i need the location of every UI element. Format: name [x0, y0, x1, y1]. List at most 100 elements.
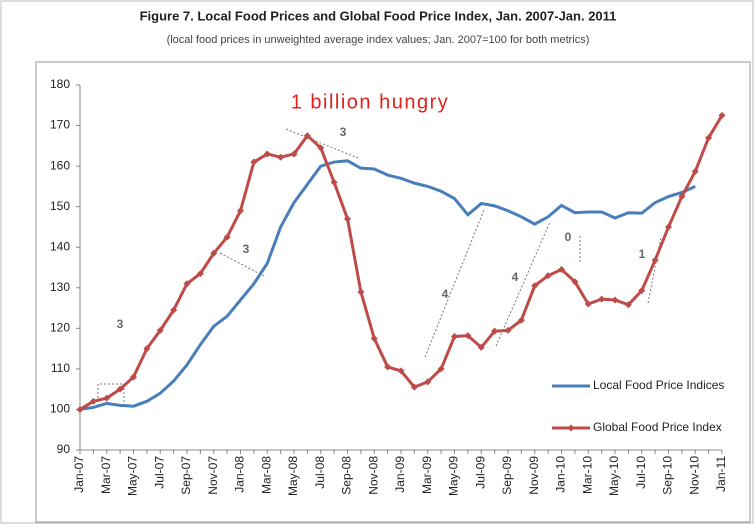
chart-subtitle: (local food prices in unweighted average… [167, 34, 590, 46]
y-tick-label: 170 [50, 118, 70, 132]
point [504, 326, 512, 334]
point [718, 111, 726, 119]
plot-frame [35, 61, 751, 523]
series-line [79, 159, 696, 411]
point [237, 207, 244, 215]
point [410, 383, 418, 391]
x-tick-label: Sep-08 [340, 456, 354, 495]
x-tick-label: Jul-08 [313, 456, 327, 489]
x-tick-label: May-10 [607, 456, 621, 496]
point [183, 280, 191, 288]
x-tick-label: Mar-10 [580, 456, 594, 494]
x-tick-label: Mar-08 [259, 456, 273, 494]
point [437, 365, 445, 373]
x-tick-label: Jan-10 [554, 456, 568, 493]
point [451, 332, 458, 340]
legend-label: Local Food Price Indices [593, 378, 724, 392]
annotation: 3 [340, 125, 347, 139]
annotation: 1 billion hungry [291, 91, 450, 113]
point [344, 215, 351, 223]
point [531, 282, 539, 290]
point [89, 397, 97, 405]
point [705, 134, 713, 142]
point [571, 278, 579, 286]
annotation: 3 [117, 317, 124, 331]
chart-title: Figure 7. Local Food Prices and Global F… [140, 8, 617, 23]
point [277, 153, 285, 161]
x-tick-label: Mar-09 [420, 456, 434, 494]
x-tick-label: Nov-10 [687, 456, 701, 495]
point [611, 296, 619, 304]
point [156, 326, 164, 334]
x-tick-label: Jan-07 [72, 456, 86, 493]
point [223, 233, 231, 241]
point [303, 132, 311, 140]
point [517, 316, 525, 324]
y-tick-label: 90 [57, 442, 71, 456]
x-tick-label: Jan-11 [714, 456, 728, 492]
point [263, 150, 271, 158]
x-tick-label: Mar-07 [99, 456, 113, 494]
annotation: 1 [639, 247, 646, 261]
x-tick-label: Sep-07 [179, 456, 193, 495]
series-line [79, 114, 724, 411]
point [370, 334, 378, 342]
point [130, 373, 137, 381]
point [477, 343, 485, 351]
point [357, 288, 365, 296]
point [196, 270, 204, 278]
point [584, 300, 592, 308]
y-tick-label: 130 [50, 280, 70, 294]
point [290, 150, 298, 158]
point [103, 394, 111, 402]
legend-label: Global Food Price Index [593, 420, 722, 434]
x-tick-label: May-08 [286, 456, 300, 496]
x-tick-label: May-09 [447, 456, 461, 496]
point [76, 405, 84, 413]
point [210, 249, 218, 257]
point [250, 158, 258, 166]
annotation: 3 [243, 242, 250, 256]
y-tick-label: 150 [50, 199, 70, 213]
point [544, 272, 552, 280]
point [317, 144, 325, 152]
point [424, 378, 432, 386]
point [598, 295, 606, 303]
point [330, 178, 338, 186]
point [651, 256, 659, 264]
point [691, 167, 699, 175]
point [170, 306, 178, 314]
point [678, 193, 686, 201]
x-tick-label: Sep-10 [661, 456, 675, 495]
point [624, 301, 632, 309]
y-tick-label: 120 [50, 321, 70, 335]
point [638, 287, 646, 295]
point [143, 345, 151, 353]
x-tick-label: Nov-08 [366, 456, 380, 495]
point [665, 223, 672, 231]
point [116, 385, 124, 393]
x-tick-label: May-07 [126, 456, 140, 496]
x-tick-label: Sep-09 [500, 456, 514, 495]
point [384, 363, 392, 371]
y-tick-label: 110 [51, 361, 70, 375]
x-tick-label: Jul-10 [634, 456, 648, 489]
x-tick-label: Nov-07 [206, 456, 220, 495]
point [558, 266, 565, 274]
x-tick-label: Jan-08 [233, 456, 247, 493]
legend-marker [567, 424, 575, 432]
y-tick-label: 140 [50, 239, 70, 253]
y-tick-label: 160 [50, 158, 70, 172]
x-tick-label: Jan-09 [393, 456, 407, 493]
annotation: 4 [512, 270, 519, 284]
point [464, 332, 472, 340]
x-tick-label: Nov-09 [527, 456, 541, 495]
point [491, 327, 499, 335]
y-tick-label: 180 [50, 77, 70, 91]
annotation: 0 [565, 230, 572, 244]
point [397, 367, 405, 375]
x-tick-label: Jul-09 [473, 456, 487, 489]
x-tick-label: Jul-07 [152, 456, 166, 489]
